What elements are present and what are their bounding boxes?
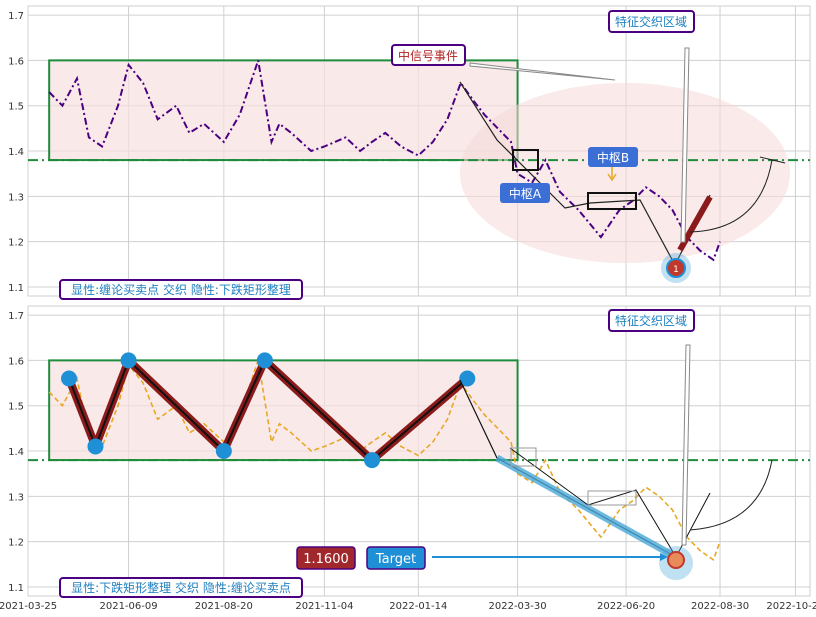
zhongshu-a-label: 中枢A [500,183,550,203]
target-text: Target [375,552,416,567]
bottom-panel: 1.1 1.2 1.3 1.4 1.5 1.6 1.7 2021-03-25 2021-06-… [0,305,816,612]
top-marker-number: 1 [673,265,679,275]
top-legend-label: 显性:缠论买卖点 交织 隐性:下跌矩形整理 [59,279,303,300]
bottom-zhongshu-b-box [587,490,637,506]
y-tick-label: 1.7 [8,311,24,322]
x-tick-label: 2021-03-25 [0,601,57,612]
bottom-legend-text: 显性:下跌矩形整理 交织 隐性:缠论买卖点 [71,580,291,595]
zhongshu-b-text: 中枢B [597,150,629,165]
feature-zone-text-bottom: 特征交织区域 [615,313,687,328]
x-tick-label: 2022-01-14 [389,601,447,612]
y-tick-label: 1.4 [8,147,24,158]
bottom-legend-label: 显性:下跌矩形整理 交织 隐性:缠论买卖点 [59,577,303,598]
bottom-curve-arrow [689,459,773,531]
y-tick-label: 1.5 [8,102,24,113]
top-highlight-ellipse [460,83,790,263]
bottom-zhongshu-a-box [510,447,537,467]
bottom-swing-path [509,447,711,559]
bottom-price-line [48,360,721,562]
zigzag-point [87,438,104,455]
y-tick-label: 1.5 [8,402,24,413]
feature-zone-text-top: 特征交织区域 [615,14,687,29]
top-rectangle [48,59,519,162]
zhongshu-b-box [587,192,637,210]
y-tick-label: 1.1 [8,583,24,594]
feature-zone-arrow-top [680,47,690,243]
target-label: Target [366,546,426,570]
y-tick-label: 1.2 [8,238,24,249]
zigzag-point [61,370,78,387]
zigzag-point [215,443,232,459]
feature-zone-label-top: 特征交织区域 [608,10,695,33]
zigzag-point [364,452,381,469]
zhongshu-a-box [512,149,539,171]
price-label: 1.1600 [296,546,356,570]
signal-event-text: 中信号事件 [398,48,458,63]
zhongshu-b-arrow [607,167,617,182]
top-y-tick-labels: 1.1 1.2 1.3 1.4 1.5 1.6 1.7 [8,11,24,294]
signal-arrow [469,62,616,81]
signal-event-label: 中信号事件 [391,44,466,66]
top-panel: 1.1 1.2 1.3 1.4 1.5 1.6 1.7 1 中信号事件 特征交织区域 中枢A [8,5,811,300]
zigzag-point [256,352,273,369]
top-curve-arrow [689,159,773,233]
x-tick-label: 2022-03-30 [489,601,547,612]
y-tick-label: 1.4 [8,447,24,458]
y-tick-label: 1.2 [8,538,24,549]
y-tick-label: 1.7 [8,11,24,22]
zigzag-point [459,370,476,387]
bottom-target-marker [667,551,685,569]
x-tick-label: 2021-06-09 [99,601,157,612]
zhongshu-b-label: 中枢B [588,147,638,167]
target-arrow-head [660,553,668,561]
price-text: 1.1600 [303,552,349,567]
y-tick-label: 1.6 [8,56,24,67]
x-tick-label: 2022-06-20 [597,601,655,612]
y-tick-label: 1.3 [8,192,24,203]
top-target-marker [666,258,686,278]
bottom-target-band [495,454,678,561]
zigzag-pattern [61,352,476,469]
top-legend-text: 显性:缠论买卖点 交织 隐性:下跌矩形整理 [71,282,291,297]
y-tick-label: 1.1 [8,283,24,294]
x-tick-label: 2021-08-20 [195,601,253,612]
x-tick-label: 2022-10-26 [766,601,816,612]
top-small-arrow [759,156,786,164]
zigzag-point [120,352,137,369]
x-tick-labels: 2021-03-25 2021-06-09 2021-08-20 2021-11-04… [0,601,816,612]
feature-zone-arrow-bottom [681,344,691,546]
zhongshu-a-text: 中枢A [509,186,542,201]
x-tick-label: 2022-08-30 [691,601,749,612]
y-tick-label: 1.6 [8,356,24,367]
bottom-y-tick-labels: 1.1 1.2 1.3 1.4 1.5 1.6 1.7 [8,311,24,594]
feature-zone-label-bottom: 特征交织区域 [608,309,695,332]
x-tick-label: 2021-11-04 [295,601,353,612]
y-tick-label: 1.3 [8,492,24,503]
